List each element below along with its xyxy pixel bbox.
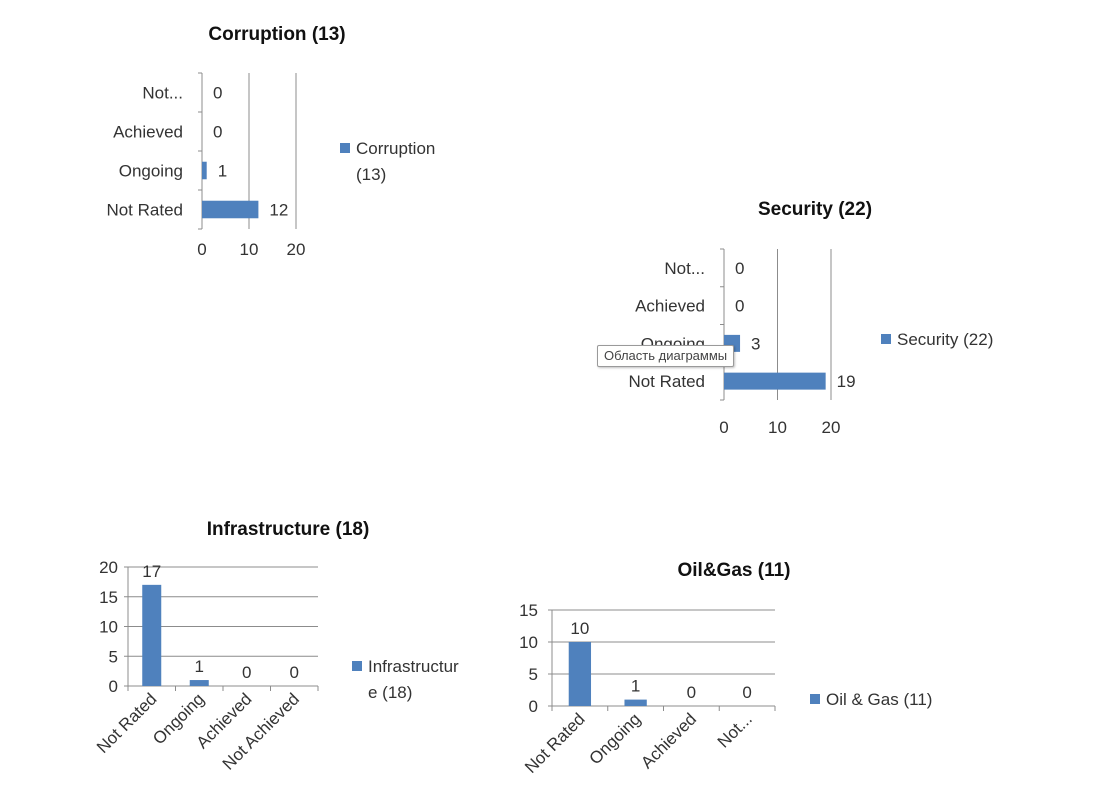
oilgas-value-label: 0 bbox=[687, 683, 696, 702]
infrastructure-y-tick: 5 bbox=[109, 647, 118, 666]
security-x-tick: 10 bbox=[768, 418, 787, 437]
corruption-value-label: 0 bbox=[213, 123, 222, 142]
corruption-bar bbox=[202, 161, 207, 180]
oilgas-value-label: 0 bbox=[742, 683, 751, 702]
security-value-label: 19 bbox=[837, 372, 856, 391]
infrastructure-value-label: 17 bbox=[142, 562, 161, 581]
oilgas-category-label: Not Rated bbox=[521, 709, 589, 777]
oilgas-y-tick: 0 bbox=[529, 697, 538, 716]
infrastructure-y-tick: 0 bbox=[109, 677, 118, 696]
corruption-value-label: 1 bbox=[218, 162, 227, 181]
oilgas-title: Oil&Gas (11) bbox=[678, 560, 791, 581]
security-x-tick: 0 bbox=[719, 418, 728, 437]
security-x-tick: 20 bbox=[822, 418, 841, 437]
infrastructure-value-label: 0 bbox=[242, 663, 251, 682]
security-title: Security (22) bbox=[758, 199, 872, 220]
oilgas-category-label: Not... bbox=[714, 709, 756, 751]
security-value-label: 0 bbox=[735, 259, 744, 278]
security-legend-swatch bbox=[881, 334, 891, 344]
infrastructure-legend-swatch bbox=[352, 661, 362, 671]
corruption-legend-label: (13) bbox=[356, 165, 386, 184]
infrastructure-title: Infrastructure (18) bbox=[207, 519, 370, 540]
corruption-title: Corruption (13) bbox=[208, 24, 345, 45]
corruption-value-label: 12 bbox=[269, 201, 288, 220]
oilgas-legend-label: Oil & Gas (11) bbox=[826, 690, 932, 709]
infrastructure-category-label: Not Rated bbox=[93, 689, 161, 757]
infrastructure-value-label: 0 bbox=[290, 663, 299, 682]
infrastructure-legend-label: e (18) bbox=[368, 683, 412, 702]
security-category-label: Not... bbox=[664, 259, 705, 278]
corruption-x-tick: 10 bbox=[240, 240, 259, 259]
oilgas-bar bbox=[624, 699, 647, 706]
corruption-legend-label: Corruption bbox=[356, 139, 435, 158]
corruption-bar bbox=[202, 200, 259, 219]
security-value-label: 0 bbox=[735, 297, 744, 316]
oilgas-category-label: Achieved bbox=[637, 709, 700, 772]
infrastructure-bar bbox=[189, 680, 209, 686]
corruption-x-tick: 0 bbox=[197, 240, 206, 259]
oilgas-legend-swatch bbox=[810, 694, 820, 704]
chart-area-tooltip: Область диаграммы bbox=[597, 345, 735, 367]
oilgas-value-label: 10 bbox=[570, 619, 589, 638]
corruption-category-label: Achieved bbox=[113, 123, 183, 142]
security-value-label: 3 bbox=[751, 334, 760, 353]
infrastructure-y-tick: 10 bbox=[99, 618, 118, 637]
corruption-category-label: Not... bbox=[142, 84, 183, 103]
oilgas-bar bbox=[568, 642, 592, 706]
infrastructure-y-tick: 15 bbox=[99, 588, 118, 607]
infrastructure-bar bbox=[142, 584, 162, 686]
oilgas-y-tick: 15 bbox=[519, 601, 538, 620]
corruption-legend-swatch bbox=[340, 143, 350, 153]
infrastructure-y-tick: 20 bbox=[99, 558, 118, 577]
corruption-category-label: Ongoing bbox=[119, 162, 183, 181]
security-legend-label: Security (22) bbox=[897, 330, 993, 349]
oilgas-y-tick: 5 bbox=[529, 665, 538, 684]
infrastructure-value-label: 1 bbox=[195, 657, 204, 676]
oilgas-value-label: 1 bbox=[631, 677, 640, 696]
corruption-value-label: 0 bbox=[213, 84, 222, 103]
oilgas-y-tick: 10 bbox=[519, 633, 538, 652]
oilgas-category-label: Ongoing bbox=[586, 709, 645, 768]
security-bar bbox=[724, 372, 826, 390]
corruption-x-tick: 20 bbox=[287, 240, 306, 259]
security-category-label: Not Rated bbox=[628, 372, 705, 391]
infrastructure-legend-label: Infrastructur bbox=[368, 657, 459, 676]
security-category-label: Achieved bbox=[635, 297, 705, 316]
corruption-category-label: Not Rated bbox=[106, 201, 183, 220]
